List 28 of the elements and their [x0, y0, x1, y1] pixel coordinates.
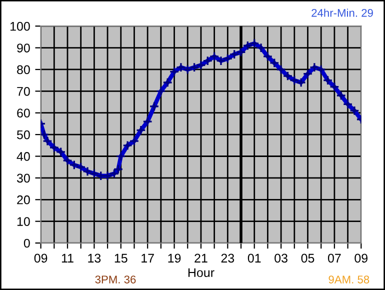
y-tick-label: 30: [16, 174, 30, 183]
y-tick-label: 50: [16, 130, 30, 140]
x-tick-label: 07: [328, 254, 341, 263]
y-tick-label: 100: [10, 22, 30, 31]
text: 3PM. 36: [95, 276, 136, 284]
x-tick-label: 03: [274, 254, 288, 263]
y-tick-label: 40: [16, 152, 30, 161]
y-tick-label: 10: [17, 217, 30, 226]
x-tick-label: 11: [62, 254, 74, 262]
x-tick-label: 05: [301, 254, 314, 263]
x-tick-label: 09: [354, 254, 368, 263]
x-tick-label: 21: [194, 254, 208, 262]
y-tick-label: 70: [17, 86, 30, 96]
x-tick-label: 23: [221, 254, 234, 263]
y-tick-label: 20: [17, 195, 30, 204]
y-tick-label: 90: [17, 44, 30, 52]
x-tick-label: 19: [168, 254, 181, 263]
x-tick-label: 13: [88, 254, 101, 263]
text: 24hr-Min. 29: [312, 8, 373, 17]
y-tick-label: 0: [24, 238, 30, 248]
x-tick-label: 01: [248, 254, 261, 263]
x-tick-label: 15: [114, 254, 128, 263]
x-tick-label: 17: [142, 254, 154, 262]
text: 9AM. 58: [328, 276, 370, 284]
y-tick-label: 80: [17, 65, 30, 74]
y-tick-label: 60: [17, 108, 30, 118]
x-axis-title: Hour: [188, 268, 214, 278]
x-tick-label: 09: [34, 254, 48, 263]
